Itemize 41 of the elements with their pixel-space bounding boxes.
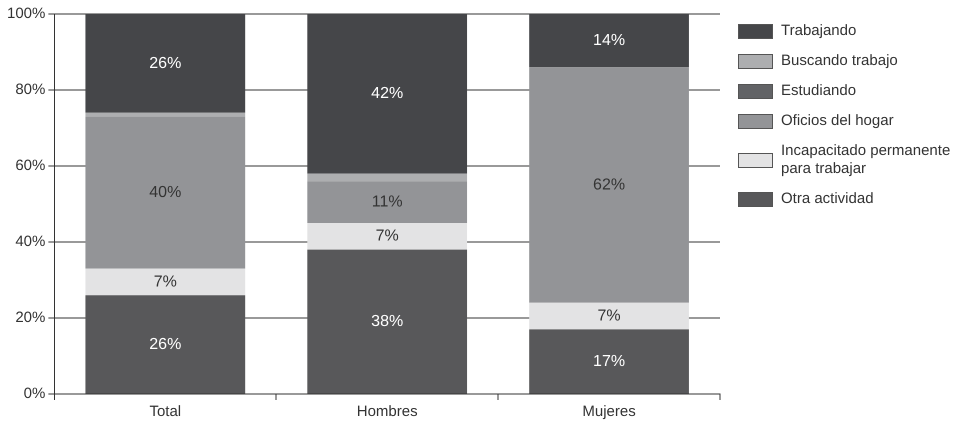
data-label: 40%	[149, 184, 182, 202]
x-tick-label: Total	[149, 403, 182, 420]
data-label: 7%	[154, 273, 177, 290]
legend-label: Incapacitado permanente para trabajar	[781, 142, 952, 178]
data-label: 42%	[371, 85, 404, 102]
legend-label: Estudiando	[781, 82, 858, 100]
data-label: 7%	[376, 228, 399, 245]
bar	[85, 14, 246, 113]
y-tick-label: 100%	[6, 5, 46, 22]
bar	[307, 223, 468, 250]
bar	[307, 14, 468, 174]
bar	[85, 295, 246, 394]
legend-label: Otra actividad	[781, 190, 875, 208]
bar	[307, 250, 468, 394]
bar	[85, 116, 246, 269]
x-tick-label: Hombres	[356, 403, 418, 420]
bar	[85, 112, 246, 117]
data-label: 7%	[598, 308, 621, 325]
data-label: 26%	[149, 54, 182, 72]
bar	[307, 174, 468, 182]
data-label: 14%	[593, 32, 626, 50]
bar	[529, 14, 689, 68]
bar	[529, 67, 689, 303]
data-label: 38%	[371, 312, 404, 330]
y-tick-label: 40%	[15, 233, 46, 250]
bar	[529, 329, 689, 394]
y-tick-label: 0%	[24, 385, 46, 402]
data-label: 11%	[372, 194, 403, 211]
legend-label: Oficios del hogar	[781, 112, 895, 130]
y-tick-label: 20%	[15, 309, 46, 326]
bar	[85, 268, 246, 296]
data-label: 17%	[593, 352, 626, 370]
bar	[529, 302, 689, 330]
legend-label: Buscando trabajo	[781, 52, 899, 70]
legend-label: Trabajando	[781, 22, 858, 40]
data-label: 26%	[149, 336, 182, 353]
y-tick-label: 60%	[15, 157, 46, 174]
data-label: 62%	[593, 176, 626, 194]
bar	[307, 181, 468, 223]
y-tick-label: 80%	[15, 81, 46, 98]
x-tick-label: Mujeres	[582, 403, 636, 420]
